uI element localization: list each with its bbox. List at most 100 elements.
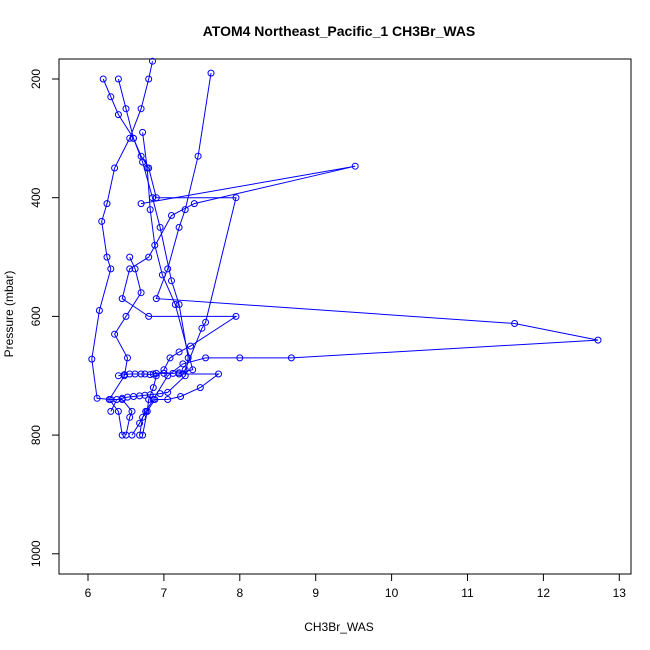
series-layer <box>88 57 602 439</box>
data-point <box>151 396 159 403</box>
y-tick-label: 1000 <box>29 540 43 567</box>
data-point <box>164 265 172 273</box>
data-point <box>152 194 160 202</box>
x-tick-label: 9 <box>312 586 319 600</box>
data-point <box>168 212 175 219</box>
data-point <box>143 407 151 415</box>
data-point <box>103 253 111 261</box>
data-point <box>139 431 147 439</box>
data-point <box>88 355 96 363</box>
data-point <box>175 301 183 308</box>
data-point <box>118 394 126 402</box>
data-point <box>145 312 153 320</box>
x-tick-label: 12 <box>537 586 551 600</box>
data-point <box>156 223 164 231</box>
data-point <box>122 105 130 113</box>
x-tick-label: 10 <box>385 586 399 600</box>
data-point <box>141 391 149 399</box>
data-point <box>143 164 151 172</box>
data-point <box>93 394 101 402</box>
data-point <box>99 75 107 83</box>
data-point <box>145 75 153 83</box>
data-point <box>136 419 144 427</box>
data-point <box>139 128 147 136</box>
x-tick-label: 6 <box>85 586 92 600</box>
data-point <box>152 295 160 303</box>
data-point <box>103 200 111 208</box>
data-point <box>181 372 189 380</box>
data-point <box>164 388 172 396</box>
data-point <box>232 312 240 320</box>
data-point <box>145 253 153 261</box>
series-line <box>102 78 237 436</box>
data-point <box>151 241 159 249</box>
data-point <box>126 265 134 273</box>
data-point <box>187 342 194 350</box>
data-point <box>149 370 157 378</box>
series-line <box>110 78 189 412</box>
data-point <box>114 75 122 83</box>
data-point <box>146 391 154 399</box>
x-axis: 6 7 8 9 10 11 12 13 <box>85 574 627 600</box>
data-point <box>198 324 206 332</box>
data-point <box>146 206 154 214</box>
data-point <box>189 366 197 374</box>
data-point <box>175 223 183 231</box>
data-point <box>287 354 295 362</box>
series-line <box>118 132 194 377</box>
data-point <box>98 217 106 225</box>
y-axis: 200 400 600 800 1000 <box>29 69 59 567</box>
data-point <box>137 289 145 297</box>
y-tick-label: 800 <box>29 425 43 445</box>
data-point <box>594 336 602 344</box>
data-point <box>164 396 172 403</box>
y-tick-label: 200 <box>29 69 43 89</box>
data-point <box>111 164 119 172</box>
data-point <box>128 431 136 439</box>
x-tick-label: 11 <box>461 586 474 600</box>
data-point <box>124 354 131 362</box>
data-point <box>232 194 240 202</box>
data-point <box>236 354 244 362</box>
x-axis-label: CH3Br_WAS <box>304 620 374 634</box>
data-point <box>175 369 183 377</box>
data-point <box>171 301 179 308</box>
data-point <box>126 253 134 261</box>
data-point <box>137 200 145 208</box>
data-point <box>118 431 126 439</box>
data-point <box>107 407 115 415</box>
data-point <box>168 277 175 285</box>
data-point <box>149 384 157 392</box>
x-tick-label: 13 <box>613 586 627 600</box>
data-point <box>194 152 202 160</box>
data-point <box>152 369 160 377</box>
data-point <box>130 134 137 142</box>
data-point <box>184 354 192 362</box>
data-point <box>166 354 174 362</box>
data-point <box>202 318 210 326</box>
data-point <box>190 200 198 208</box>
data-point <box>177 393 185 400</box>
data-point <box>351 162 359 170</box>
x-tick-label: 7 <box>161 586 168 600</box>
data-point <box>179 360 187 368</box>
series-line <box>91 61 153 436</box>
data-point <box>126 413 134 421</box>
series-line <box>131 73 599 436</box>
data-point <box>215 370 222 378</box>
data-point <box>136 392 144 400</box>
data-point <box>139 158 147 166</box>
data-point <box>137 370 145 378</box>
data-point <box>114 111 122 119</box>
y-tick-label: 400 <box>29 187 43 207</box>
data-point <box>95 307 103 314</box>
data-point <box>156 390 164 398</box>
data-point <box>111 330 119 338</box>
data-point <box>207 69 215 77</box>
series-line <box>121 165 356 436</box>
data-point <box>126 134 134 142</box>
data-point <box>128 407 136 415</box>
data-point <box>149 57 156 65</box>
data-point <box>126 370 134 378</box>
